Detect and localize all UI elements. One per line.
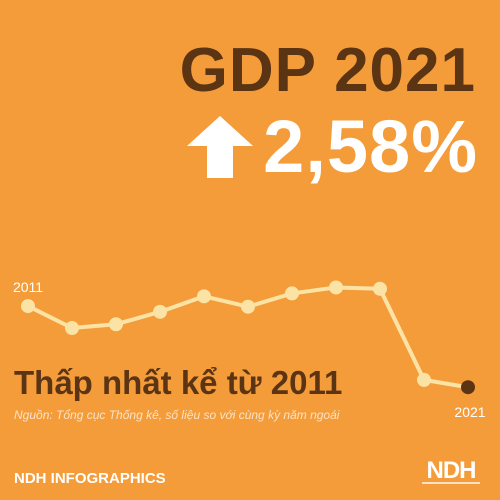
- data-point-2018: [329, 280, 343, 294]
- data-point-2021: [461, 380, 475, 394]
- ndh-logo: NDH: [418, 456, 484, 488]
- tick-label-end: 2021: [454, 404, 485, 420]
- data-point-2017: [285, 286, 299, 300]
- data-point-2012: [65, 321, 79, 335]
- tick-label-start: 2011: [13, 279, 43, 295]
- data-point-2013: [109, 317, 123, 331]
- data-point-2015: [197, 289, 211, 303]
- svg-text:NDH: NDH: [427, 457, 476, 484]
- data-point-2011: [21, 299, 35, 313]
- footer-brand: NDH INFOGRAPHICS: [14, 470, 166, 487]
- data-point-2020: [417, 373, 431, 387]
- source-note: Nguồn: Tổng cục Thống kê, số liệu so với…: [14, 408, 339, 422]
- data-point-2019: [373, 282, 387, 296]
- data-point-2016: [241, 300, 255, 314]
- data-point-2014: [153, 305, 167, 319]
- chart-subtitle: Thấp nhất kể từ 2011: [14, 366, 342, 399]
